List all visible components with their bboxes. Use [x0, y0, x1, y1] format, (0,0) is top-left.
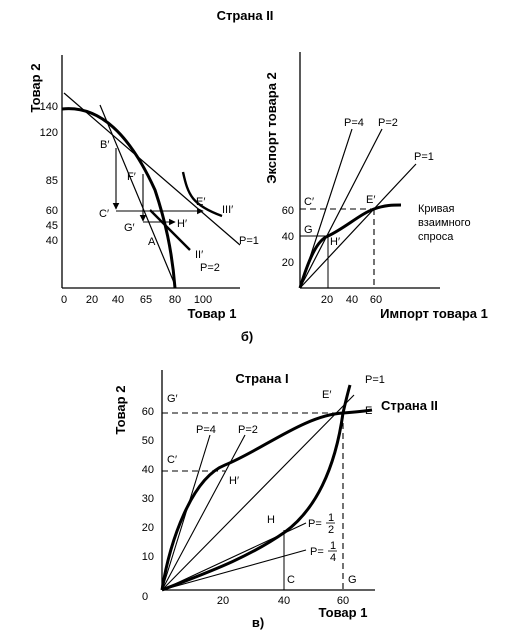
c-y-axis-label: Товар 2 [113, 386, 128, 435]
curve-iii-label: III′ [222, 204, 233, 216]
c-ray-p-quarter-denominator: 4 [330, 552, 336, 564]
c-point-c-axis-label: C [287, 574, 295, 586]
curve-ii-label: II′ [195, 249, 203, 261]
c-point-c-label: C′ [167, 454, 177, 466]
c-ray-p-half-denominator: 2 [328, 524, 334, 536]
ray-p2-label: P=2 [378, 117, 398, 129]
price-line-p1 [63, 92, 241, 246]
c-point-e-prime-label: E′ [322, 389, 331, 401]
price-p2-label: P=2 [200, 262, 220, 274]
panel-b-right: Экспорт товара 2 Импорт товара 1 60 40 2… [264, 52, 488, 321]
c-point-g-axis-label: G [348, 574, 357, 586]
c-x-tick: 20 [217, 595, 229, 607]
offer-curve-country-2 [160, 408, 373, 591]
c-x-tick: 40 [278, 595, 290, 607]
offer-curve [298, 203, 402, 289]
ray-p1-label: P=1 [414, 151, 434, 163]
ray-p4-label: P=4 [344, 117, 364, 129]
c-point-h-prime-label: H′ [229, 475, 239, 487]
right-y-tick: 40 [282, 231, 294, 243]
c-y-tick: 20 [142, 522, 154, 534]
right-y-axis-label: Экспорт товара 2 [264, 72, 279, 184]
c-x-tick: 60 [337, 595, 349, 607]
c-y-tick: 30 [142, 493, 154, 505]
offer-curve-label-line1: Кривая [418, 203, 455, 215]
left-y-axis-label: Товар 2 [28, 64, 43, 113]
indifference-curve-ii [149, 209, 191, 251]
panel-b-left: Товар 2 Товар 1 140 120 85 60 45 40 0 20… [28, 55, 259, 321]
left-x-tick: 40 [112, 294, 124, 306]
right-x-axis-label: Импорт товара 1 [380, 306, 488, 321]
c-ray-p-quarter-numerator: 1 [330, 540, 336, 552]
right-x-tick: 60 [370, 294, 382, 306]
indifference-curve-iii [181, 171, 223, 218]
point-h-label: H′ [330, 236, 340, 248]
offer-curve-label-line3: спроса [418, 231, 454, 243]
point-h-label: H′ [177, 218, 187, 230]
left-y-tick: 45 [46, 220, 58, 232]
left-y-tick: 85 [46, 175, 58, 187]
right-y-tick: 60 [282, 205, 294, 217]
country-2-label: Страна II [381, 398, 438, 413]
price-line-p2 [99, 104, 176, 286]
right-x-tick: 20 [321, 294, 333, 306]
c-y-tick: 40 [142, 464, 154, 476]
left-y-tick: 60 [46, 205, 58, 217]
left-y-tick: 140 [40, 101, 58, 113]
c-point-g-label: G′ [167, 393, 178, 405]
left-y-tick: 40 [46, 235, 58, 247]
right-x-tick: 40 [346, 294, 358, 306]
left-y-tick: 120 [40, 127, 58, 139]
c-ray-p1 [161, 394, 355, 591]
c-ray-p1-label: P=1 [365, 374, 385, 386]
point-f-label: F′ [127, 171, 136, 183]
point-b-label: B′ [100, 139, 109, 151]
c-ray-p-quarter [161, 549, 307, 591]
c-ray-p-quarter-label: P= [310, 546, 324, 558]
point-e-label: E′ [366, 194, 375, 206]
c-x-tick: 0 [142, 591, 148, 603]
point-a-label: A [148, 236, 156, 248]
left-x-tick: 100 [194, 294, 212, 306]
c-ray-p2-label: P=2 [238, 424, 258, 436]
c-point-h-label: H [267, 514, 275, 526]
production-possibility-curve [61, 107, 177, 289]
c-x-axis-label: Товар 1 [319, 605, 368, 620]
c-ray-p-half-label: P= [308, 518, 322, 530]
panel-c: Товар 2 Товар 1 60 50 40 30 20 10 0 20 4… [113, 370, 438, 620]
figure-title: Страна II [217, 8, 274, 23]
c-y-tick: 60 [142, 406, 154, 418]
right-y-tick: 20 [282, 257, 294, 269]
caption-c: в) [252, 615, 264, 630]
c-ray-p4-label: P=4 [196, 424, 216, 436]
c-point-e-label: E [365, 405, 372, 417]
left-x-tick: 65 [140, 294, 152, 306]
left-x-tick: 0 [61, 294, 67, 306]
c-ray-p-half-numerator: 1 [328, 512, 334, 524]
offer-curve-country-1 [161, 384, 352, 592]
country-1-label: Страна I [235, 371, 288, 386]
c-y-tick: 10 [142, 551, 154, 563]
left-x-tick: 80 [169, 294, 181, 306]
point-g-label: G [304, 224, 313, 236]
price-p1-label: P=1 [239, 235, 259, 247]
point-c-label: C′ [304, 196, 314, 208]
point-c-label: C′ [99, 208, 109, 220]
point-e-label: E′ [196, 196, 205, 208]
left-x-axis-label: Товар 1 [188, 306, 237, 321]
caption-b: б) [241, 329, 253, 344]
left-x-tick: 20 [86, 294, 98, 306]
c-y-tick: 50 [142, 435, 154, 447]
offer-curve-label-line2: взаимного [418, 217, 471, 229]
point-g-label: G′ [124, 222, 135, 234]
ray-p1 [299, 163, 417, 289]
